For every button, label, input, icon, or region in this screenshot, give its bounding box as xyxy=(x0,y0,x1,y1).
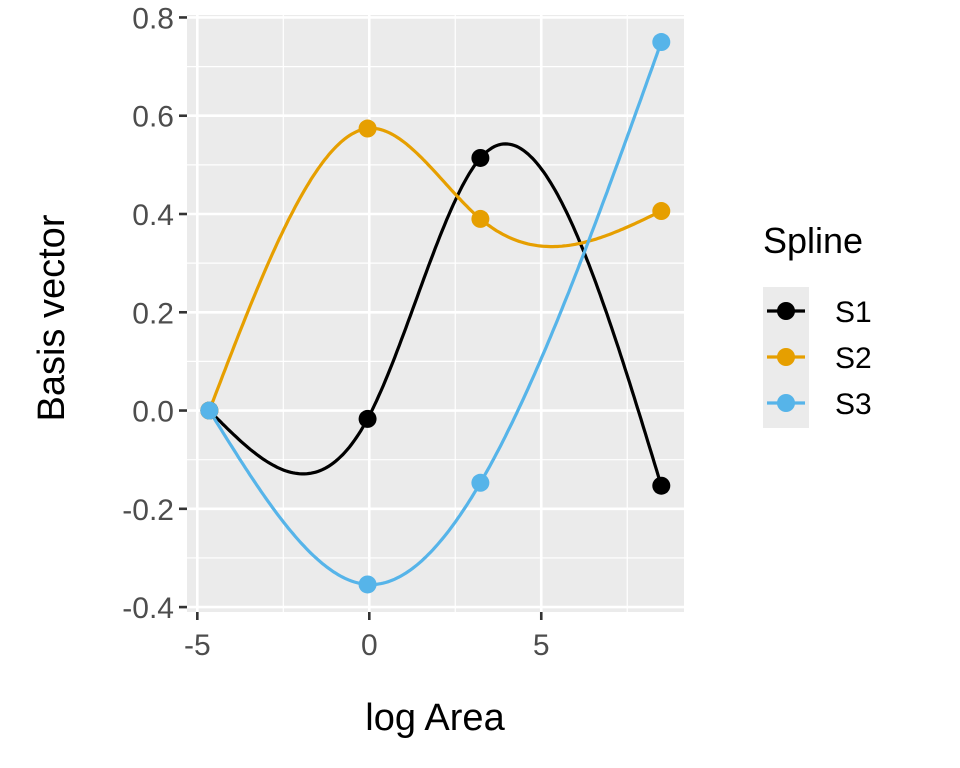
x-axis: -5 0 5 xyxy=(184,612,550,662)
data-point-s3 xyxy=(358,575,377,594)
x-tick-label: -5 xyxy=(184,629,211,662)
series-points xyxy=(200,33,671,594)
legend: S1 S2 S3 xyxy=(763,287,872,428)
x-tick-label: 5 xyxy=(533,629,550,662)
data-point-s2 xyxy=(358,119,377,138)
data-point-s1 xyxy=(471,148,490,167)
series-line-s1 xyxy=(208,142,663,487)
legend-title: Spline xyxy=(763,220,863,261)
data-point-s3 xyxy=(200,401,219,420)
x-axis-title: log Area xyxy=(365,697,505,739)
series-lines xyxy=(207,41,663,587)
data-point-s3 xyxy=(471,473,490,492)
data-point-s1 xyxy=(652,476,671,495)
y-axis-title: Basis vector xyxy=(31,214,73,421)
y-tick-label: -0.2 xyxy=(122,494,174,527)
y-tick-label: 0.6 xyxy=(132,101,174,134)
data-point-s2 xyxy=(471,209,490,228)
legend-key-point xyxy=(777,394,795,412)
data-point-s1 xyxy=(358,409,377,428)
y-tick-label: 0.4 xyxy=(132,199,174,232)
y-tick-label: -0.4 xyxy=(122,592,174,625)
grid xyxy=(187,15,684,612)
series-line-s2 xyxy=(207,126,662,412)
data-point-s2 xyxy=(652,202,671,221)
y-axis: -0.4 -0.2 0.0 0.2 0.4 0.6 0.8 xyxy=(122,2,187,625)
y-tick-label: 0.0 xyxy=(132,396,174,429)
legend-label-s2: S2 xyxy=(835,342,872,375)
legend-key-point xyxy=(777,302,795,320)
series-line-s3 xyxy=(208,41,663,587)
data-point-s3 xyxy=(652,33,671,52)
y-tick-label: 0.2 xyxy=(132,297,174,330)
y-tick-label: 0.8 xyxy=(132,2,174,35)
legend-label-s3: S3 xyxy=(835,388,872,421)
legend-label-s1: S1 xyxy=(835,296,872,329)
x-tick-label: 0 xyxy=(361,629,378,662)
legend-key-point xyxy=(777,348,795,366)
